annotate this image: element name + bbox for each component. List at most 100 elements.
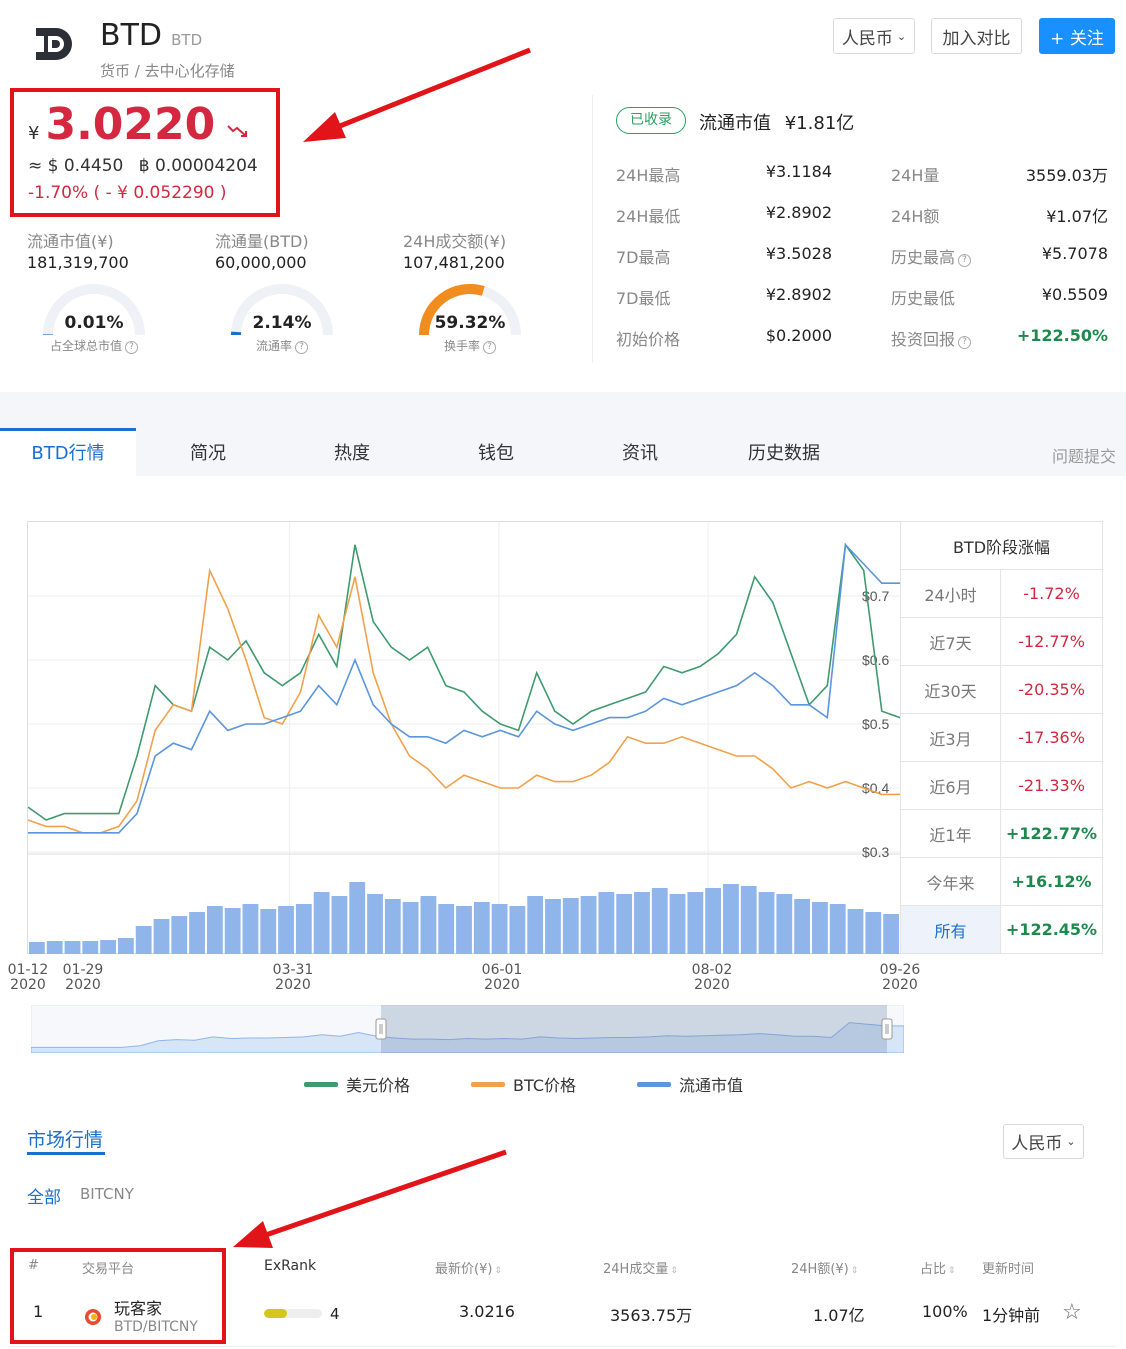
performance-row[interactable]: 近30天 -20.35%: [900, 665, 1103, 714]
performance-row[interactable]: 近3月 -17.36%: [900, 713, 1103, 762]
report-link[interactable]: 问题提交: [1052, 447, 1117, 466]
compare-button[interactable]: 加入对比: [931, 18, 1022, 54]
y-tick-label: $0.4: [862, 780, 889, 796]
x-tick-label: 09-26 2020: [870, 963, 930, 993]
x-tick-year: 2020: [65, 977, 101, 993]
volume-bar: [189, 912, 205, 954]
performance-row[interactable]: 所有 +122.45%: [900, 905, 1103, 954]
volume-bar: [847, 909, 864, 954]
col-amount[interactable]: 24H额(¥) ⇕: [791, 1258, 858, 1277]
filter-bitcny[interactable]: BITCNY: [80, 1185, 134, 1203]
volume-bar: [651, 888, 668, 954]
x-tick-year: 2020: [275, 977, 311, 993]
volume-bar: [669, 894, 686, 954]
volume-bar: [527, 896, 544, 954]
volume-bar: [705, 888, 722, 954]
exchange-logo: [84, 1308, 102, 1326]
market-section-title[interactable]: 市场行情: [27, 1129, 104, 1151]
legend-item[interactable]: 美元价格: [304, 1072, 410, 1096]
row-price: 3.0216: [459, 1302, 515, 1321]
col-rank: #: [28, 1258, 39, 1273]
period-label[interactable]: 近7天: [900, 617, 1001, 666]
row-divider: [10, 1346, 1116, 1347]
market-cap-label: 流通市值: [699, 113, 771, 134]
period-value: -1.72%: [1000, 569, 1103, 618]
tab-1[interactable]: 简况: [190, 443, 226, 464]
stat-label: 7D最低: [616, 289, 671, 308]
period-label[interactable]: 所有: [900, 905, 1001, 954]
price-value: 3.0220: [45, 99, 216, 150]
market-cap-value: ¥1.81亿: [784, 113, 855, 134]
period-label[interactable]: 24小时: [900, 569, 1001, 618]
help-icon[interactable]: ?: [125, 341, 138, 354]
help-icon[interactable]: ?: [295, 341, 308, 354]
stat-label: 历史最高?: [891, 244, 972, 268]
row-amount: 1.07亿: [813, 1306, 865, 1325]
x-tick-date: 08-02: [691, 962, 733, 978]
col-share[interactable]: 占比 ⇕: [920, 1258, 956, 1277]
sort-icon: ⇕: [494, 1266, 502, 1276]
performance-row[interactable]: 近1年 +122.77%: [900, 809, 1103, 858]
favorite-star-icon[interactable]: ☆: [1062, 1300, 1082, 1325]
price-chart[interactable]: $0.7$0.6$0.5$0.4$0.3: [28, 522, 900, 954]
help-icon[interactable]: ?: [483, 341, 496, 354]
tab-4[interactable]: 资讯: [622, 443, 658, 464]
period-label[interactable]: 近3月: [900, 713, 1001, 762]
filter-all[interactable]: 全部: [27, 1188, 61, 1208]
volume-bar: [367, 894, 383, 954]
row-rank: 1: [33, 1302, 44, 1321]
gauge-track: [231, 284, 333, 336]
stat-label: 流通市值(¥): [27, 232, 114, 251]
coin-symbol: BTD: [100, 18, 163, 53]
col-price-label: 最新价(¥): [435, 1262, 493, 1277]
chevron-down-icon: ⌄: [896, 29, 907, 43]
gauge-label-text: 占全球总市值: [49, 339, 122, 353]
volume-bar: [64, 941, 81, 954]
exchange-name[interactable]: 玩客家: [114, 1299, 163, 1318]
period-value: +122.77%: [1000, 809, 1103, 858]
market-currency-select[interactable]: 人民币 ⌄: [1003, 1124, 1084, 1159]
period-label[interactable]: 近30天: [900, 665, 1001, 714]
follow-button[interactable]: + 关注: [1039, 18, 1115, 54]
legend-item[interactable]: 流通市值: [637, 1072, 743, 1096]
col-exchange: 交易平台: [82, 1262, 135, 1277]
legend-item[interactable]: BTC价格: [471, 1072, 576, 1096]
stat-label: 24H额: [891, 203, 939, 227]
tab-3[interactable]: 钱包: [478, 443, 514, 464]
tab-2[interactable]: 热度: [334, 443, 370, 464]
stat-label: 7D最高: [616, 248, 671, 267]
stat-value: ¥2.8902: [765, 285, 832, 304]
stat-value: 60,000,000: [215, 253, 307, 272]
range-navigator[interactable]: [31, 1005, 904, 1053]
row-exrank: 4: [330, 1305, 340, 1323]
row-updated: 1分钟前: [982, 1306, 1041, 1325]
volume-bar: [29, 942, 45, 954]
col-volume-label: 24H成交量: [603, 1262, 669, 1277]
y-tick-label: $0.7: [862, 588, 889, 604]
stat-label: 流通量(BTD): [215, 232, 309, 251]
exchange-pair: BTD/BITCNY: [114, 1319, 198, 1335]
period-label[interactable]: 今年来: [900, 857, 1001, 906]
volume-bar: [776, 894, 793, 954]
help-icon[interactable]: ?: [958, 336, 972, 349]
breadcrumb[interactable]: 货币 / 去中心化存储: [100, 62, 235, 80]
currency-select[interactable]: 人民币 ⌄: [833, 18, 915, 54]
period-label[interactable]: 近1年: [900, 809, 1001, 858]
tab-5[interactable]: 历史数据: [748, 443, 820, 464]
volume-bar: [278, 906, 294, 954]
performance-row[interactable]: 今年来 +16.12%: [900, 857, 1103, 906]
tab-0[interactable]: BTD行情: [31, 443, 105, 464]
period-value: +16.12%: [1000, 857, 1103, 906]
period-label[interactable]: 近6月: [900, 761, 1001, 810]
performance-row[interactable]: 24小时 -1.72%: [900, 569, 1103, 618]
volume-bar: [331, 896, 348, 954]
performance-row[interactable]: 近6月 -21.33%: [900, 761, 1103, 810]
col-price[interactable]: 最新价(¥) ⇕: [435, 1258, 502, 1277]
help-icon[interactable]: ?: [958, 254, 972, 267]
volume-bar: [491, 904, 508, 954]
gauge-ring: [231, 284, 333, 336]
volume-bar: [206, 906, 223, 954]
gauge-label: 流通率?: [217, 337, 347, 354]
performance-row[interactable]: 近7天 -12.77%: [900, 617, 1103, 666]
col-volume[interactable]: 24H成交量 ⇕: [603, 1258, 678, 1277]
